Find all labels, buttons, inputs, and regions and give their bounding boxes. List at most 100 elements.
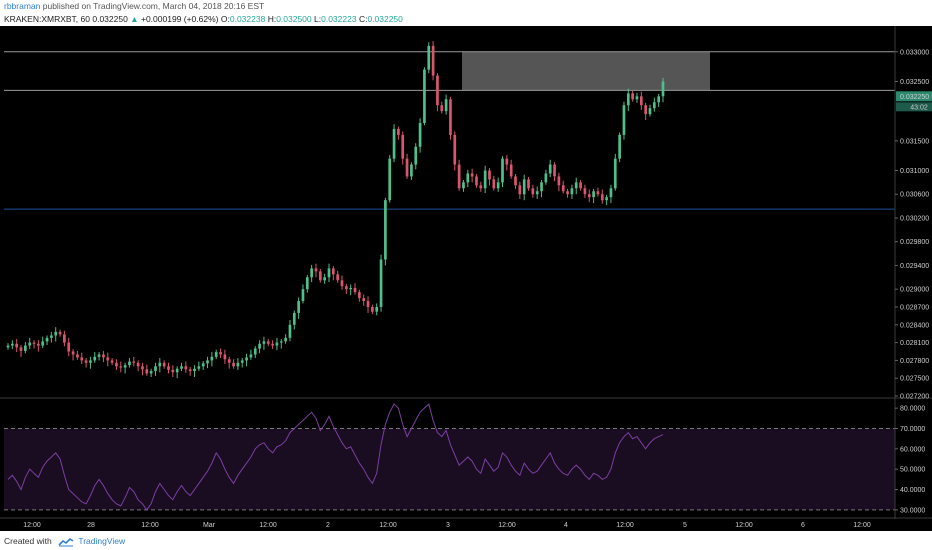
candle-body	[84, 360, 88, 363]
high-label: H:	[267, 14, 277, 24]
candle-body	[223, 354, 227, 360]
candle-body	[592, 191, 595, 198]
candle-body	[371, 306, 374, 312]
candle-body	[24, 345, 27, 351]
candle-body	[201, 363, 205, 367]
candle-body	[10, 343, 14, 346]
low-label: L:	[314, 14, 322, 24]
published-text: published on TradingView.com, March 04, …	[40, 1, 265, 11]
price-tick-label: 0.028700	[900, 304, 929, 311]
candle-body	[583, 188, 587, 195]
candle-body	[32, 342, 36, 344]
candle-body	[210, 356, 214, 361]
candle-body	[401, 134, 405, 159]
candle-body	[102, 354, 105, 358]
candle-body	[527, 179, 530, 189]
candle-body	[657, 96, 661, 103]
open-label: O:	[220, 14, 230, 24]
candle-body	[574, 182, 578, 189]
candle-body	[288, 324, 292, 338]
candle-body	[219, 352, 222, 355]
candle-body	[622, 105, 626, 135]
author-link[interactable]: rbbraman	[4, 1, 41, 11]
last-price: 0.032250	[92, 14, 128, 24]
countdown-tag	[896, 102, 932, 112]
candle-body	[236, 362, 240, 367]
candle-body	[600, 194, 604, 201]
time-tick-label: 12:00	[141, 522, 159, 529]
price-tick-label: 0.027200	[900, 394, 929, 401]
time-tick-label: 12:00	[23, 522, 41, 529]
time-tick-label: 12:00	[735, 522, 753, 529]
price-tick-label: 0.029800	[900, 239, 929, 246]
candle-body	[570, 188, 574, 195]
time-tick-label: 12:00	[616, 522, 634, 529]
candle-body	[596, 191, 600, 195]
ohlc-info: KRAKEN:XMRXBT, 60 0.032250 ▲ +0.000199 (…	[4, 14, 403, 24]
rsi-tick-label: 70.0000	[900, 426, 925, 433]
candle-body	[522, 179, 526, 195]
candle-body	[162, 362, 166, 367]
candle-body	[410, 164, 413, 177]
candle-body	[227, 359, 231, 363]
candle-body	[661, 81, 665, 97]
candle-body	[423, 69, 426, 124]
created-text: Created with	[4, 536, 52, 546]
candle-body	[253, 348, 257, 355]
candle-body	[613, 158, 617, 189]
candle-body	[245, 357, 248, 361]
candle-body	[349, 287, 353, 290]
candle-body	[314, 268, 318, 272]
candle-body	[89, 360, 92, 363]
candle-body	[561, 185, 565, 192]
candle-body	[635, 96, 639, 100]
price-tick-label: 0.030600	[900, 192, 929, 199]
candle-body	[305, 277, 309, 290]
candle-body	[609, 188, 613, 198]
candle-body	[353, 287, 357, 293]
candle-body	[184, 366, 188, 370]
candle-body	[45, 337, 49, 342]
tradingview-brand[interactable]: TradingView	[78, 536, 126, 546]
candle-body	[167, 366, 170, 370]
candle-body	[271, 343, 274, 346]
candle-body	[63, 334, 66, 343]
candle-body	[639, 96, 643, 106]
candle-body	[136, 362, 140, 367]
candle-body	[388, 158, 392, 201]
candle-body	[648, 108, 652, 115]
candle-body	[488, 170, 491, 180]
candle-body	[440, 105, 444, 112]
time-tick-label: 12:00	[498, 522, 516, 529]
candle-body	[232, 362, 235, 367]
time-tick-label: 12:00	[259, 522, 277, 529]
candle-body	[397, 128, 400, 135]
candle-body	[414, 146, 418, 165]
candle-body	[193, 368, 196, 372]
price-tick-label: 0.031500	[900, 138, 929, 145]
publish-info: rbbraman published on TradingView.com, M…	[4, 1, 264, 11]
candle-body	[80, 357, 84, 361]
candle-body	[505, 158, 509, 165]
rsi-line	[7, 403, 664, 511]
candle-body	[284, 337, 287, 342]
candle-body	[587, 194, 591, 198]
rsi-tick-label: 30.0000	[900, 507, 925, 514]
candle-body	[310, 268, 313, 278]
candle-body	[97, 354, 101, 357]
time-tick-label: 12:00	[853, 522, 871, 529]
candle-body	[154, 366, 157, 372]
candle-body	[37, 343, 40, 346]
low-value: 0.032223	[321, 14, 357, 24]
candle-body	[483, 170, 487, 189]
candle-body	[384, 200, 387, 260]
candle-body	[171, 369, 175, 373]
created-with: Created with TradingView	[4, 536, 125, 547]
price-chart[interactable]: 0.033000 0.032500 0.031500 0.031000 0.030600…	[0, 26, 932, 531]
price-tick-label: 0.027800	[900, 358, 929, 365]
time-tick-label: 5	[683, 522, 687, 529]
symbol-label[interactable]: KRAKEN:XMRXBT, 60	[4, 14, 90, 24]
time-tick-label: 3	[446, 522, 450, 529]
candle-body	[128, 361, 131, 366]
candle-body	[297, 301, 300, 313]
